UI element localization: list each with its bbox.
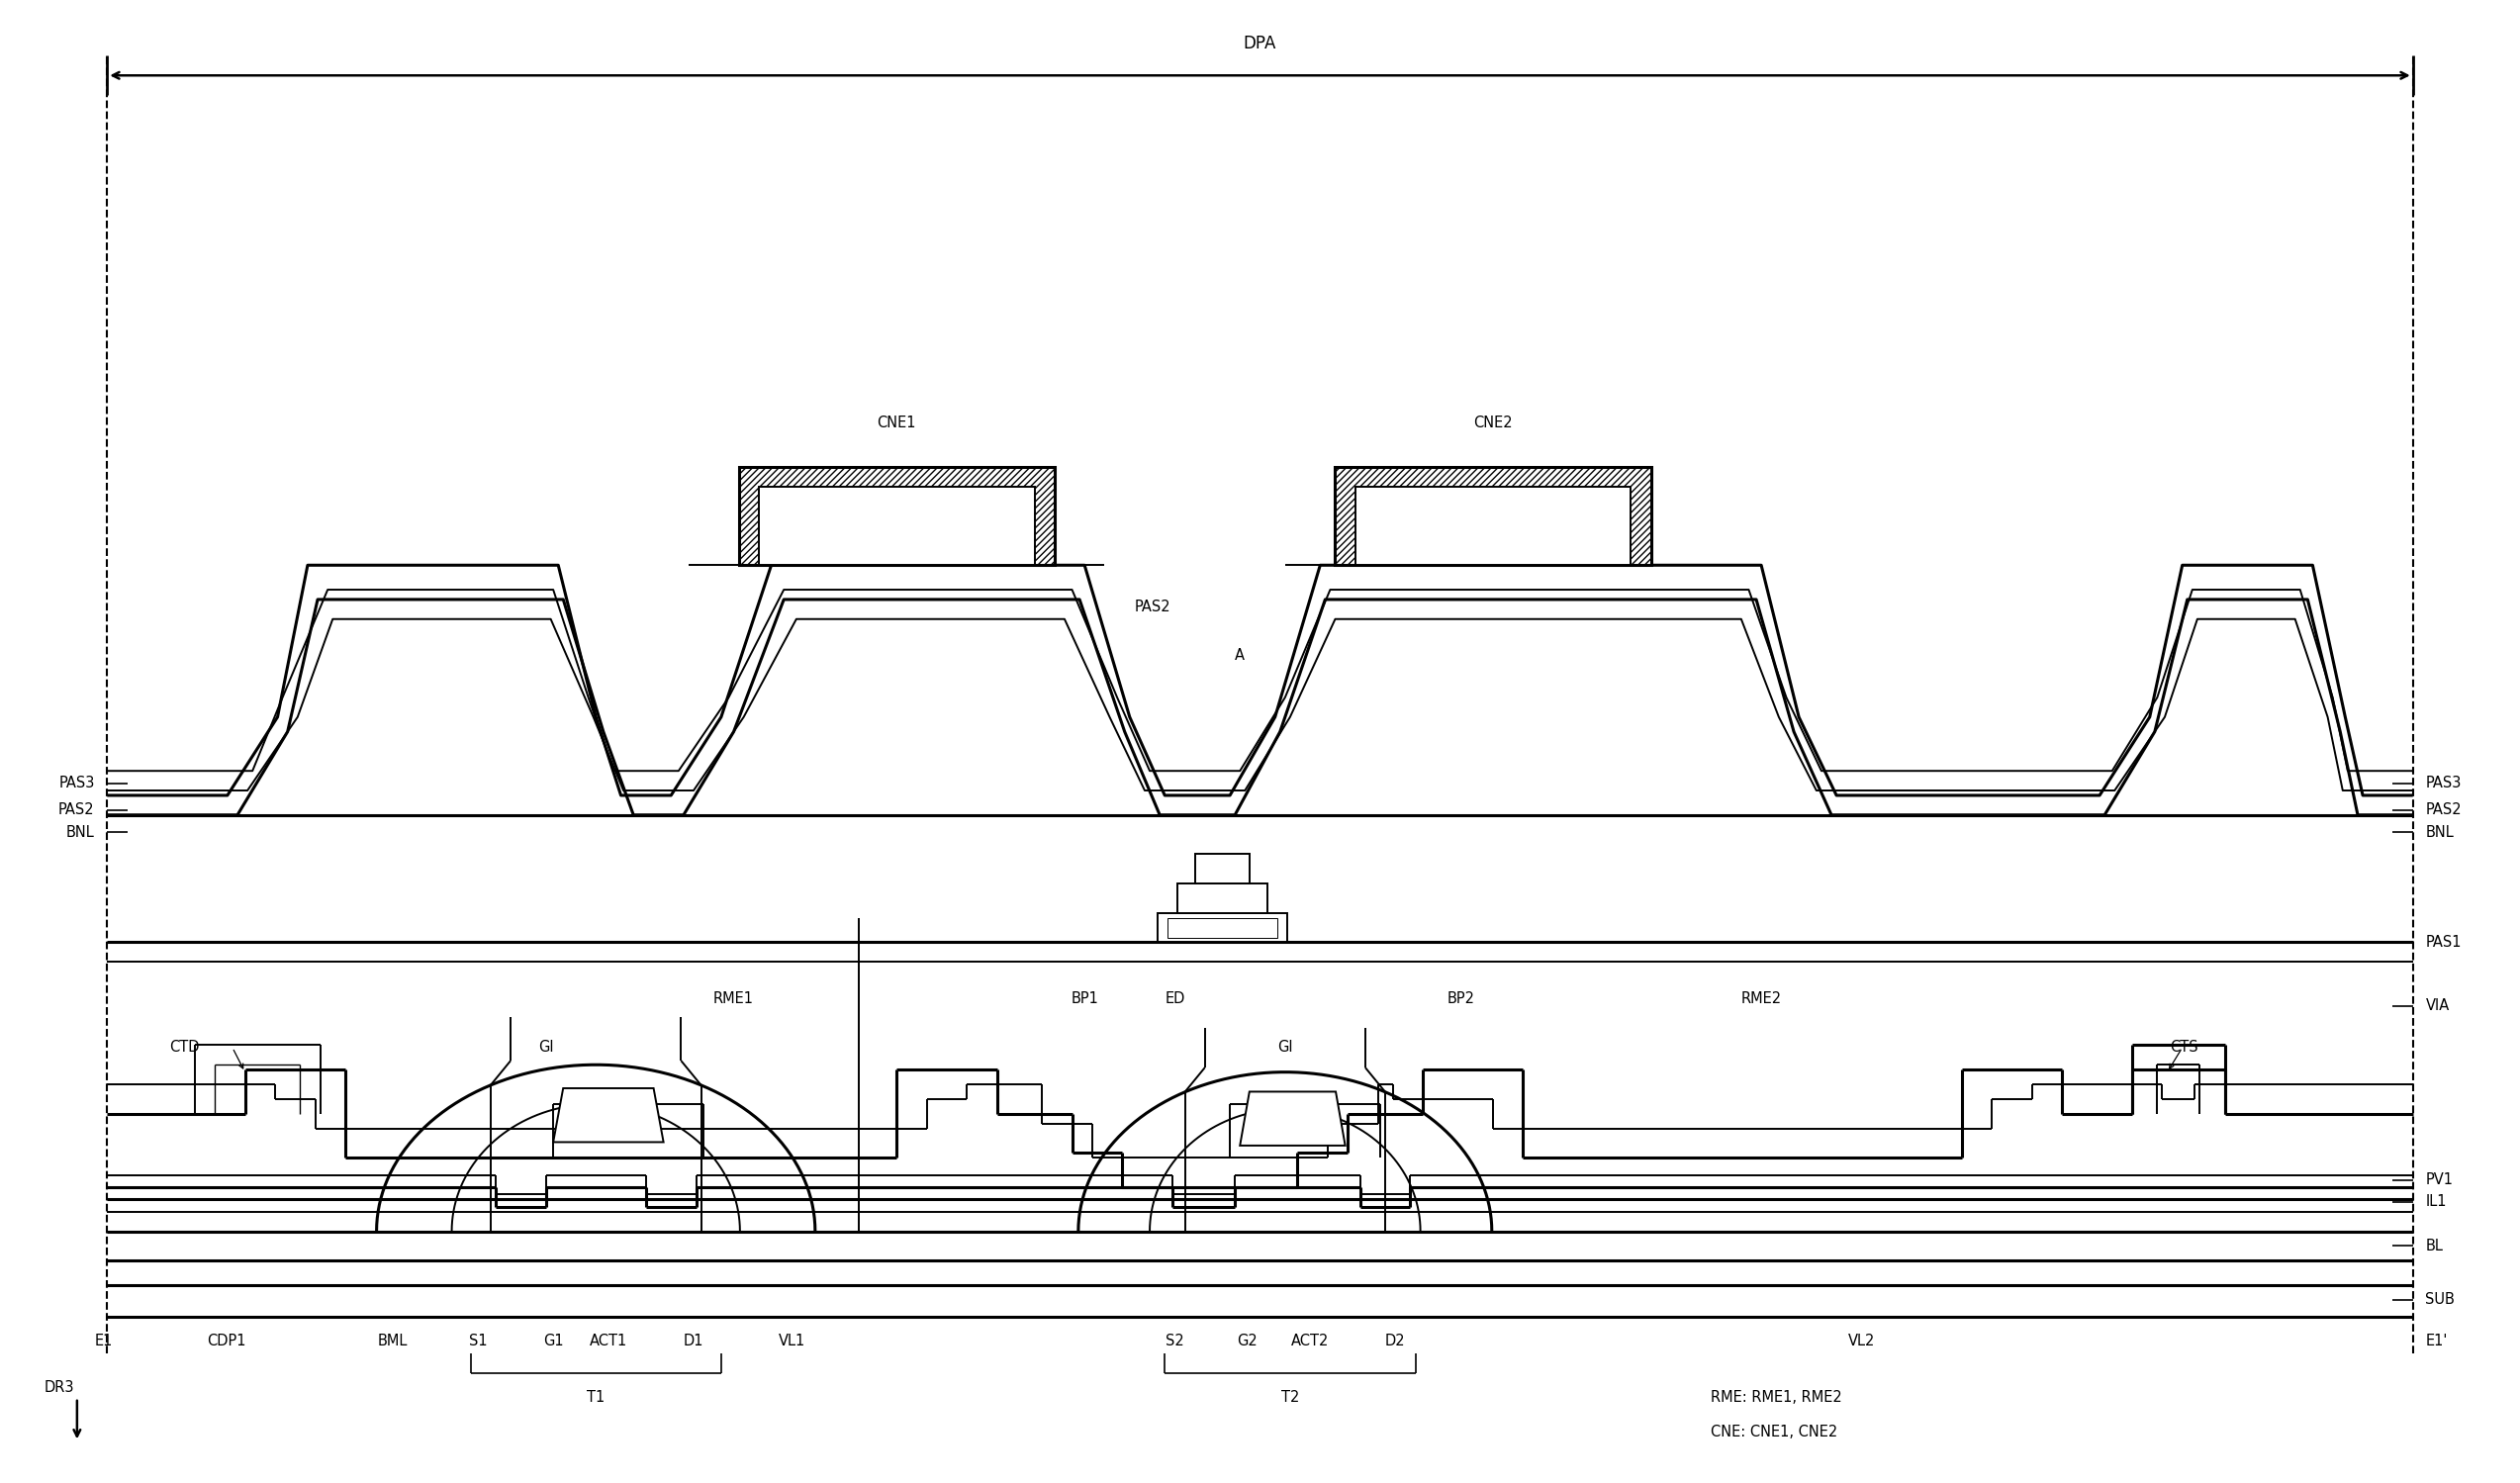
Text: PAS3: PAS3 — [58, 776, 96, 790]
Text: CDP1: CDP1 — [207, 1335, 247, 1350]
Text: CTD: CTD — [169, 1040, 199, 1054]
Bar — [759, 486, 1033, 565]
Bar — [1177, 884, 1268, 914]
Bar — [1157, 914, 1288, 942]
Text: BP1: BP1 — [1071, 991, 1099, 1005]
Bar — [738, 467, 1053, 565]
Text: CNE2: CNE2 — [1474, 415, 1512, 430]
Text: BNL: BNL — [66, 825, 96, 839]
Text: ACT2: ACT2 — [1290, 1335, 1328, 1350]
Text: BL: BL — [2424, 1238, 2442, 1253]
Text: RME1: RME1 — [713, 991, 753, 1005]
Text: GI: GI — [537, 1040, 554, 1054]
Bar — [1167, 918, 1278, 937]
Text: RME: RME1, RME2: RME: RME1, RME2 — [1711, 1391, 1842, 1406]
Text: PAS2: PAS2 — [1134, 599, 1172, 614]
Text: PAS1: PAS1 — [2424, 934, 2462, 949]
Text: G2: G2 — [1237, 1335, 1257, 1350]
Text: PV1: PV1 — [2424, 1173, 2452, 1188]
Text: G1: G1 — [542, 1335, 564, 1350]
Text: PAS2: PAS2 — [58, 802, 96, 817]
Text: DR3: DR3 — [45, 1381, 76, 1396]
Text: E1': E1' — [2424, 1335, 2447, 1350]
Text: VL2: VL2 — [1847, 1335, 1875, 1350]
Bar — [1356, 486, 1630, 565]
Text: PAS3: PAS3 — [2424, 776, 2462, 790]
Text: VL1: VL1 — [779, 1335, 806, 1350]
Text: T2: T2 — [1280, 1391, 1300, 1406]
Polygon shape — [554, 1089, 663, 1142]
Text: CTS: CTS — [2170, 1040, 2197, 1054]
Text: BNL: BNL — [2424, 825, 2454, 839]
Text: D2: D2 — [1386, 1335, 1406, 1350]
Text: CNE1: CNE1 — [877, 415, 917, 430]
Text: DPA: DPA — [1242, 34, 1278, 52]
Text: ED: ED — [1164, 991, 1184, 1005]
Text: T1: T1 — [587, 1391, 605, 1406]
Text: BP2: BP2 — [1446, 991, 1474, 1005]
Text: ACT1: ACT1 — [590, 1335, 627, 1350]
Polygon shape — [1240, 1091, 1346, 1145]
Text: PAS2: PAS2 — [2424, 802, 2462, 817]
Text: VIA: VIA — [2424, 998, 2449, 1013]
Bar — [1336, 467, 1651, 565]
Bar — [1194, 854, 1250, 884]
Text: IL1: IL1 — [2424, 1194, 2447, 1209]
Text: SUB: SUB — [2424, 1292, 2454, 1307]
Text: A: A — [1235, 648, 1245, 663]
Text: D1: D1 — [683, 1335, 703, 1350]
Text: S1: S1 — [469, 1335, 486, 1350]
Text: GI: GI — [1278, 1040, 1293, 1054]
Text: RME2: RME2 — [1741, 991, 1782, 1005]
Text: CNE: CNE1, CNE2: CNE: CNE1, CNE2 — [1711, 1425, 1837, 1440]
Text: S2: S2 — [1167, 1335, 1184, 1350]
Text: BML: BML — [378, 1335, 408, 1350]
Text: E1: E1 — [96, 1335, 113, 1350]
